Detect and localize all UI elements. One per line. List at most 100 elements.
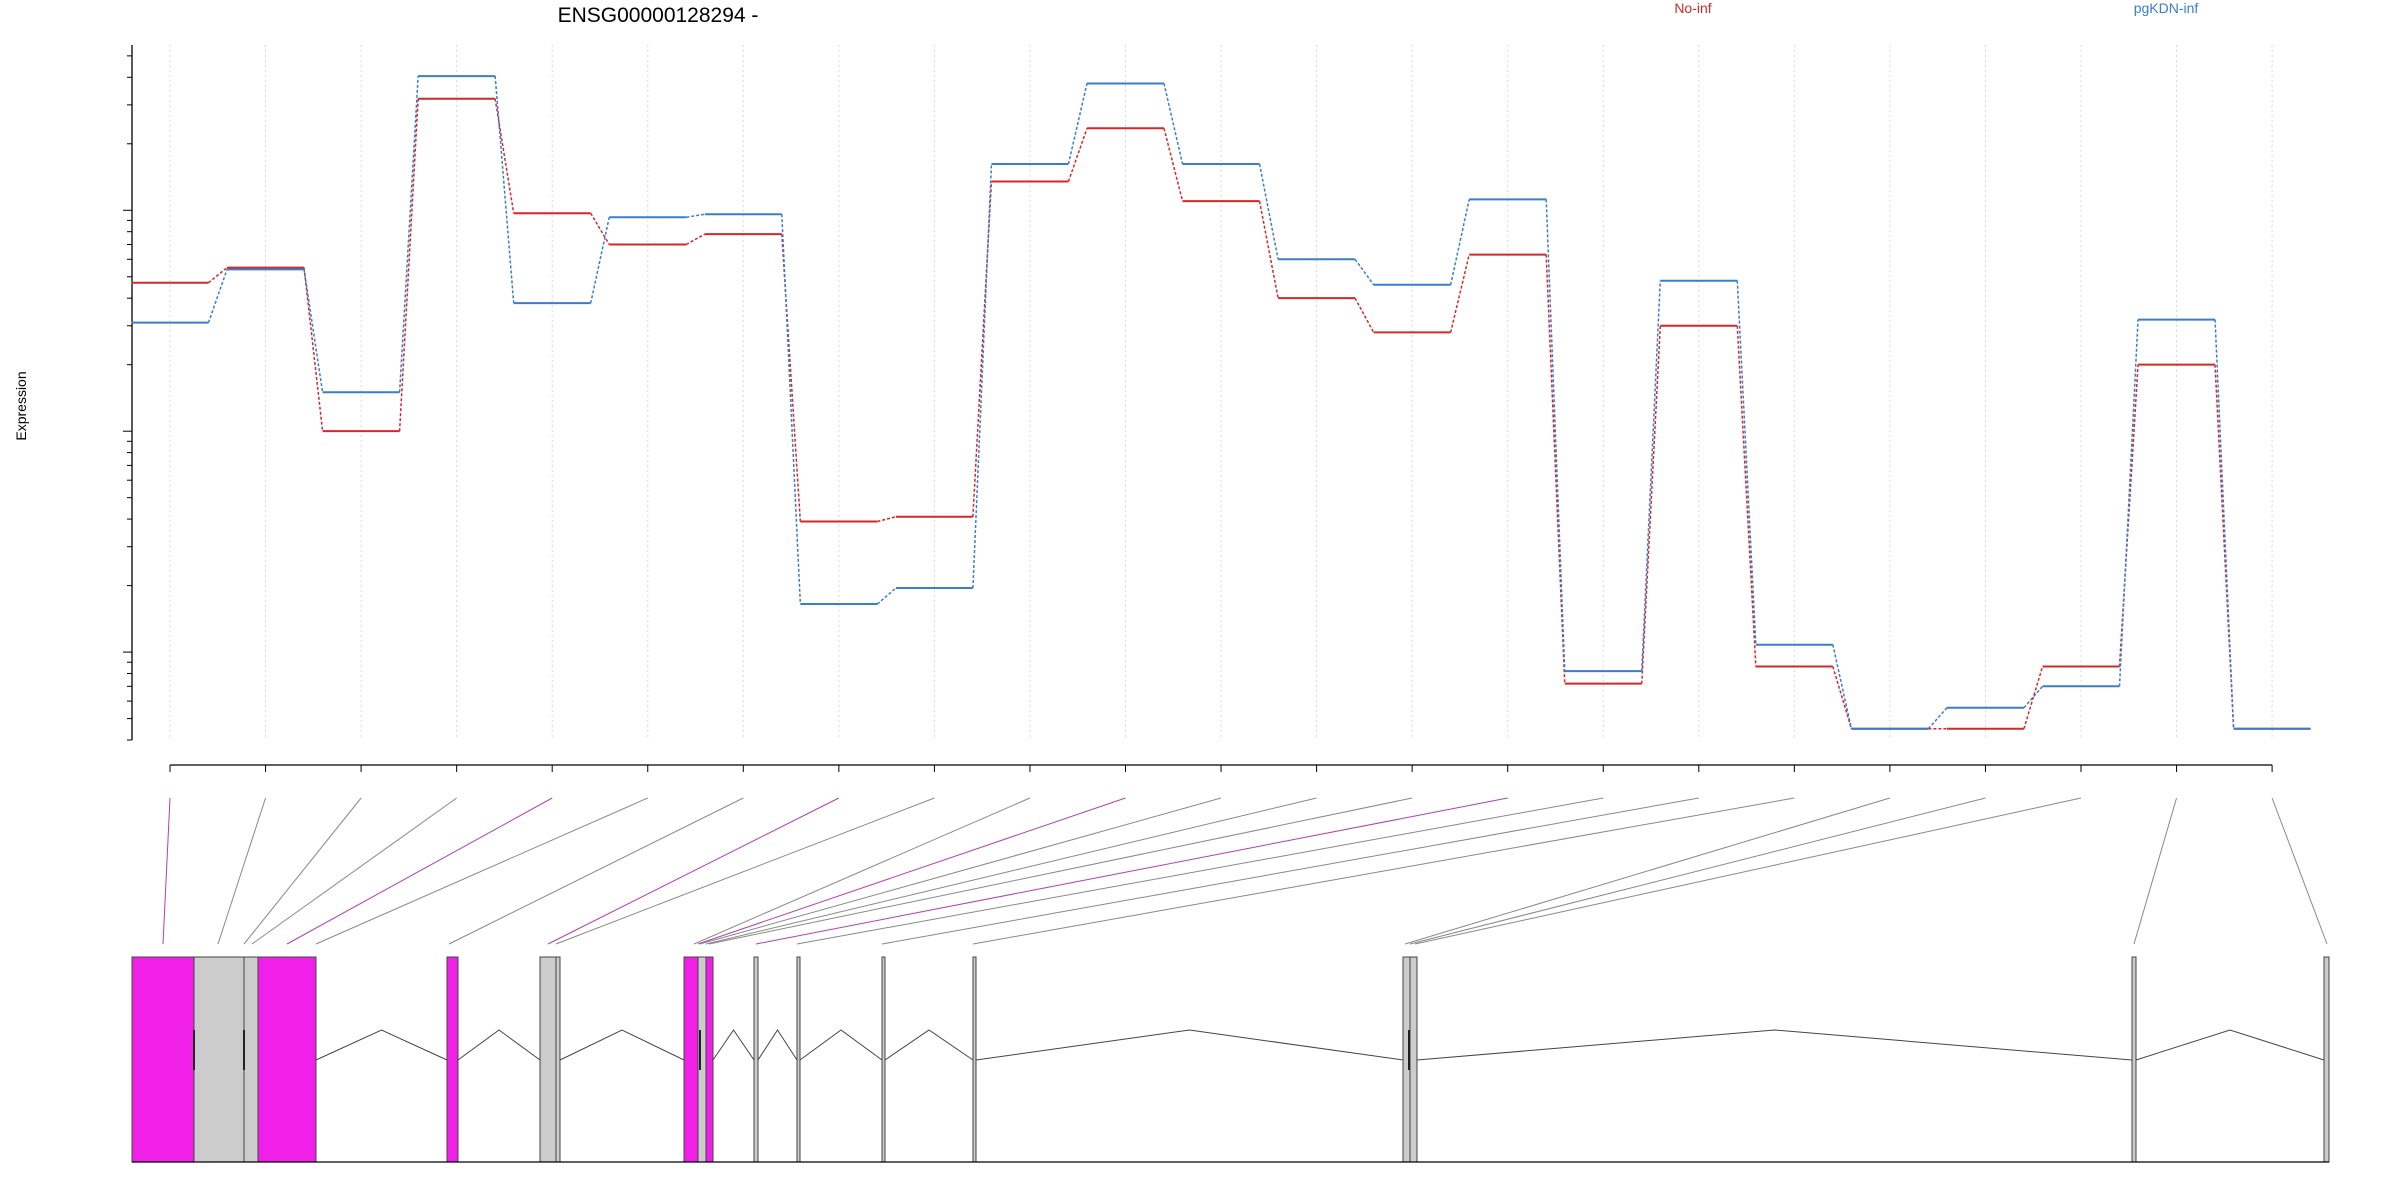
series-no-inf: [131, 97, 2311, 730]
exon-block: [555, 956, 561, 1163]
connector-pgkdn-inf: [2214, 319, 2235, 729]
connector-pgkdn-inf: [686, 213, 705, 218]
exon-block-highlighted: [131, 956, 195, 1163]
connector-pgkdn-inf: [398, 76, 419, 393]
connector-no-inf: [1067, 128, 1088, 182]
intron-line: [559, 1029, 685, 1061]
chart-title: ENSG00000128294 -: [558, 4, 759, 27]
exon-block: [2131, 956, 2137, 1163]
connector-line-e012: [699, 797, 1222, 945]
exon-block: [243, 956, 259, 1163]
connector-no-inf: [1545, 254, 1566, 684]
exon-block: [2323, 956, 2330, 1163]
connector-line-e016: [796, 797, 1604, 945]
connector-pgkdn-inf: [1163, 83, 1184, 165]
legend-entry-no-inf: No-inf: [1674, 0, 1711, 16]
connector-no-inf: [208, 267, 228, 284]
exon-block: [1409, 956, 1418, 1163]
exon-block-highlighted: [446, 956, 459, 1163]
connector-no-inf: [1354, 297, 1375, 333]
connector-line-e001: [162, 797, 171, 945]
intron-line: [799, 1029, 883, 1061]
connector-line-e014: [708, 797, 1413, 945]
legend-entry-pgkdn-inf: pgKDN-inf: [2134, 0, 2199, 16]
connector-line-e013: [705, 797, 1317, 945]
exon-block: [539, 956, 557, 1163]
intron-line: [884, 1029, 974, 1061]
connector-line-e009: [555, 797, 935, 945]
exon-connector-lines: [162, 797, 2328, 945]
intron-line: [1416, 1029, 2133, 1061]
connector-pgkdn-inf: [1641, 280, 1662, 672]
intron-line: [712, 1029, 755, 1061]
connector-line-e023: [2271, 797, 2328, 945]
connector-line-e019: [1404, 797, 1891, 945]
connector-no-inf: [781, 234, 802, 522]
intron-line: [975, 1029, 1404, 1061]
connector-line-e002: [217, 797, 267, 945]
connector-no-inf: [2023, 666, 2044, 729]
connector-line-e022: [2133, 797, 2178, 945]
series-lines: [131, 75, 2311, 730]
intron-line: [457, 1029, 541, 1061]
exon-block: [193, 956, 245, 1163]
connector-pgkdn-inf: [1354, 258, 1375, 286]
connector-line-e005: [286, 797, 553, 945]
connector-pgkdn-inf: [1067, 83, 1088, 165]
exon-block-highlighted: [257, 956, 317, 1163]
connector-pgkdn-inf: [1449, 199, 1470, 285]
exon-block: [796, 956, 801, 1163]
intron-line: [2135, 1029, 2325, 1061]
exon-block: [881, 956, 886, 1163]
connector-pgkdn-inf: [1832, 644, 1853, 729]
connector-no-inf: [590, 212, 610, 245]
connector-no-inf: [1258, 200, 1279, 299]
connector-pgkdn-inf: [589, 217, 610, 304]
exon-block: [972, 956, 977, 1163]
connector-pgkdn-inf: [1736, 280, 1757, 645]
y-axis: [123, 45, 133, 741]
connector-pgkdn-inf: [876, 587, 897, 605]
connector-no-inf: [2214, 364, 2235, 729]
connector-pgkdn-inf: [972, 163, 993, 589]
connector-pgkdn-inf: [1927, 707, 1948, 730]
connector-line-e010: [693, 797, 1031, 945]
exon-block-highlighted: [683, 956, 699, 1163]
connector-line-e015: [755, 797, 1508, 945]
connector-line-e007: [448, 797, 744, 945]
connector-line-e008: [547, 797, 840, 945]
y-axis-label: Expression: [13, 371, 29, 440]
exon-block: [753, 956, 759, 1163]
connector-no-inf: [685, 233, 706, 246]
connector-no-inf: [1163, 128, 1184, 202]
connector-no-inf: [1736, 325, 1757, 667]
intron-line: [757, 1029, 798, 1061]
connector-line-e021: [1414, 797, 2082, 945]
connector-line-e017: [881, 797, 1699, 945]
connector-pgkdn-inf: [2118, 319, 2139, 687]
connector-pgkdn-inf: [303, 269, 324, 393]
connector-line-e006: [315, 797, 648, 945]
connector-pgkdn-inf: [494, 76, 515, 304]
x-axis: [169, 764, 2273, 772]
connector-pgkdn-inf: [207, 269, 228, 323]
connector-no-inf: [1641, 325, 1662, 684]
connector-no-inf: [972, 181, 993, 517]
connector-no-inf: [398, 98, 419, 432]
series-pgkdn-inf: [131, 75, 2311, 730]
vertical-gridlines: [169, 45, 2273, 740]
connector-line-e003: [243, 797, 362, 945]
connector-pgkdn-inf: [1258, 163, 1279, 260]
exon-block-highlighted: [705, 956, 714, 1163]
connector-pgkdn-inf: [781, 214, 802, 605]
connector-no-inf: [494, 98, 515, 214]
connector-line-e004: [251, 797, 457, 945]
intron-line: [315, 1029, 448, 1061]
connector-no-inf: [1449, 254, 1470, 333]
connector-pgkdn-inf: [1545, 199, 1566, 672]
connector-line-e011: [697, 797, 1126, 945]
connector-no-inf: [877, 515, 897, 523]
connector-line-e018: [972, 797, 1795, 945]
connector-line-e020: [1409, 797, 1986, 945]
